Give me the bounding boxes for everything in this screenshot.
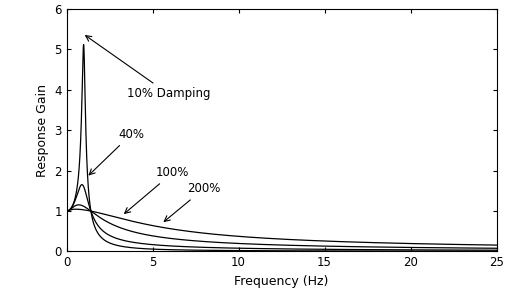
Y-axis label: Response Gain: Response Gain: [36, 84, 49, 177]
Text: 10% Damping: 10% Damping: [86, 36, 210, 100]
Text: 200%: 200%: [164, 182, 220, 221]
X-axis label: Frequency (Hz): Frequency (Hz): [234, 275, 329, 288]
Text: 100%: 100%: [125, 166, 189, 213]
Text: 40%: 40%: [89, 128, 144, 175]
